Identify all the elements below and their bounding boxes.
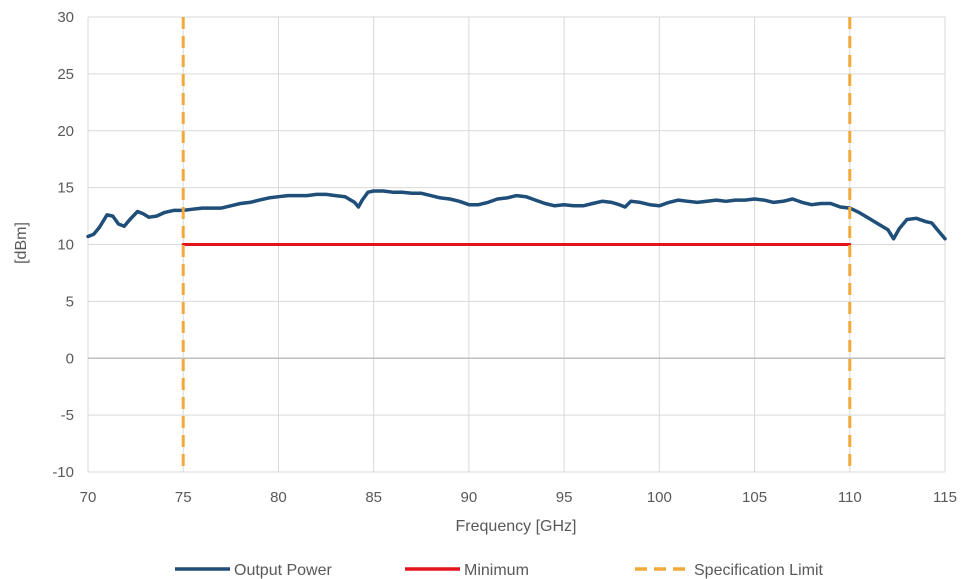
x-tick-label: 80 [270,489,287,506]
y-tick-label: -5 [61,407,74,424]
x-tick-label: 115 [933,489,957,506]
x-tick-label: 70 [80,489,97,506]
y-tick-label: -10 [52,464,74,481]
legend: Output Power Minimum Specification Limit [175,562,824,579]
y-tick-label: 5 [66,293,74,310]
y-tick-label: 15 [57,180,74,197]
series-layer [86,17,947,472]
x-tick-label: 105 [742,489,767,506]
y-tick-labels: -10 -5 0 5 10 15 20 25 30 [52,9,74,481]
x-tick-label: 95 [556,489,573,506]
y-tick-label: 10 [57,237,74,254]
x-axis-title: Frequency [GHz] [456,518,577,535]
x-tick-label: 85 [365,489,382,506]
output-power-line [86,189,947,241]
y-tick-label: 30 [57,9,74,26]
y-axis-title: [dBm] [13,222,30,264]
x-tick-label: 110 [838,489,862,506]
x-tick-labels: 70 75 80 85 90 95 100 105 110 115 [80,489,957,506]
x-tick-label: 100 [647,489,672,506]
x-tick-label: 90 [461,489,478,506]
legend-label: Output Power [234,562,333,579]
legend-label: Specification Limit [694,562,824,579]
x-tick-label: 75 [175,489,192,506]
y-tick-label: 25 [57,66,74,83]
legend-label: Minimum [464,562,529,579]
y-tick-label: 20 [57,123,74,140]
y-tick-label: 0 [66,350,74,367]
